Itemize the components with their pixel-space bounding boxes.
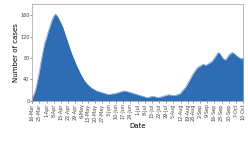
X-axis label: Date: Date <box>129 123 146 129</box>
Y-axis label: Number of cases: Number of cases <box>13 23 19 82</box>
